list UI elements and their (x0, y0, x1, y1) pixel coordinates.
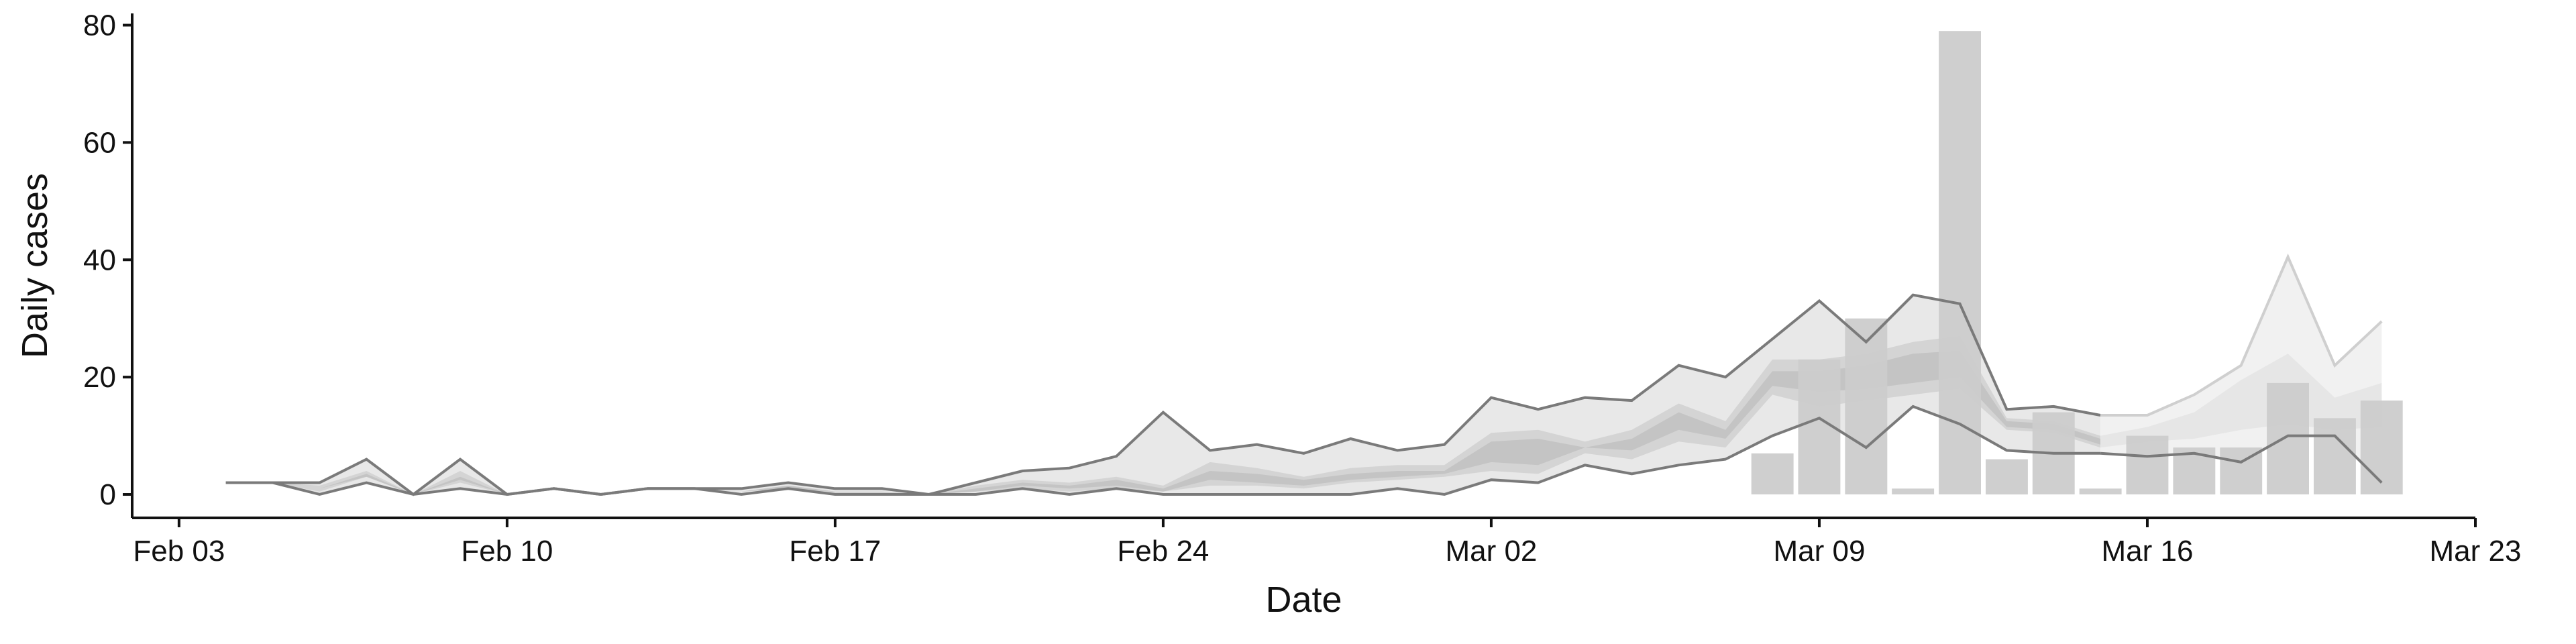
bound-lines-layer (225, 253, 2383, 496)
axes-layer (131, 13, 2475, 519)
x-tick-label: Feb 03 (133, 535, 225, 568)
band-20-forecast (2100, 377, 2382, 445)
bars-layer (1751, 31, 2403, 495)
case-bar (2360, 400, 2403, 494)
band-20-observed (225, 350, 2101, 494)
bands-layer (225, 256, 2382, 494)
case-bar (2267, 382, 2309, 494)
y-tick-label: 0 (100, 478, 116, 511)
y-tick-label: 60 (83, 126, 116, 159)
band-50-observed (225, 335, 2101, 494)
x-tick-label: Feb 17 (789, 535, 881, 568)
x-axis-title: Date (1265, 580, 1342, 620)
case-bar (1845, 318, 1888, 494)
x-tick-label: Feb 24 (1117, 535, 1209, 568)
lower-bound-line-forecast (2100, 434, 2383, 484)
x-tick-label: Mar 09 (1773, 535, 1865, 568)
x-tick-label: Mar 16 (2102, 535, 2194, 568)
case-bar (2314, 418, 2356, 494)
case-bar (1751, 453, 1794, 494)
case-bar (2126, 435, 2169, 494)
y-tick-label: 80 (83, 9, 116, 42)
case-bar (2079, 488, 2122, 494)
x-tick-label: Mar 23 (2430, 535, 2522, 568)
case-bar (1986, 459, 2028, 495)
upper-bound-line-forecast (2100, 253, 2383, 417)
x-tick-label: Feb 10 (461, 535, 553, 568)
y-ticks: 0 20 40 60 80 (83, 9, 132, 511)
case-bar (1892, 488, 1935, 494)
x-tick-label: Mar 02 (1445, 535, 1537, 568)
y-axis-title: Daily cases (15, 173, 55, 358)
case-bar (1939, 31, 1981, 494)
y-tick-label: 20 (83, 361, 116, 394)
lower-bound-line (225, 405, 2101, 496)
y-tick-label: 40 (83, 244, 116, 276)
x-ticks: Feb 03 Feb 10 Feb 17 Feb 24 Mar 02 Mar 09 Mar … (133, 518, 2521, 568)
